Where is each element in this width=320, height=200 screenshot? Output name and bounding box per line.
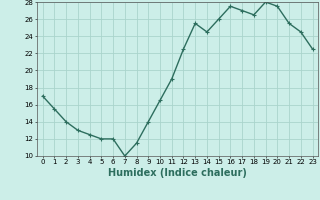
X-axis label: Humidex (Indice chaleur): Humidex (Indice chaleur) (108, 168, 247, 178)
